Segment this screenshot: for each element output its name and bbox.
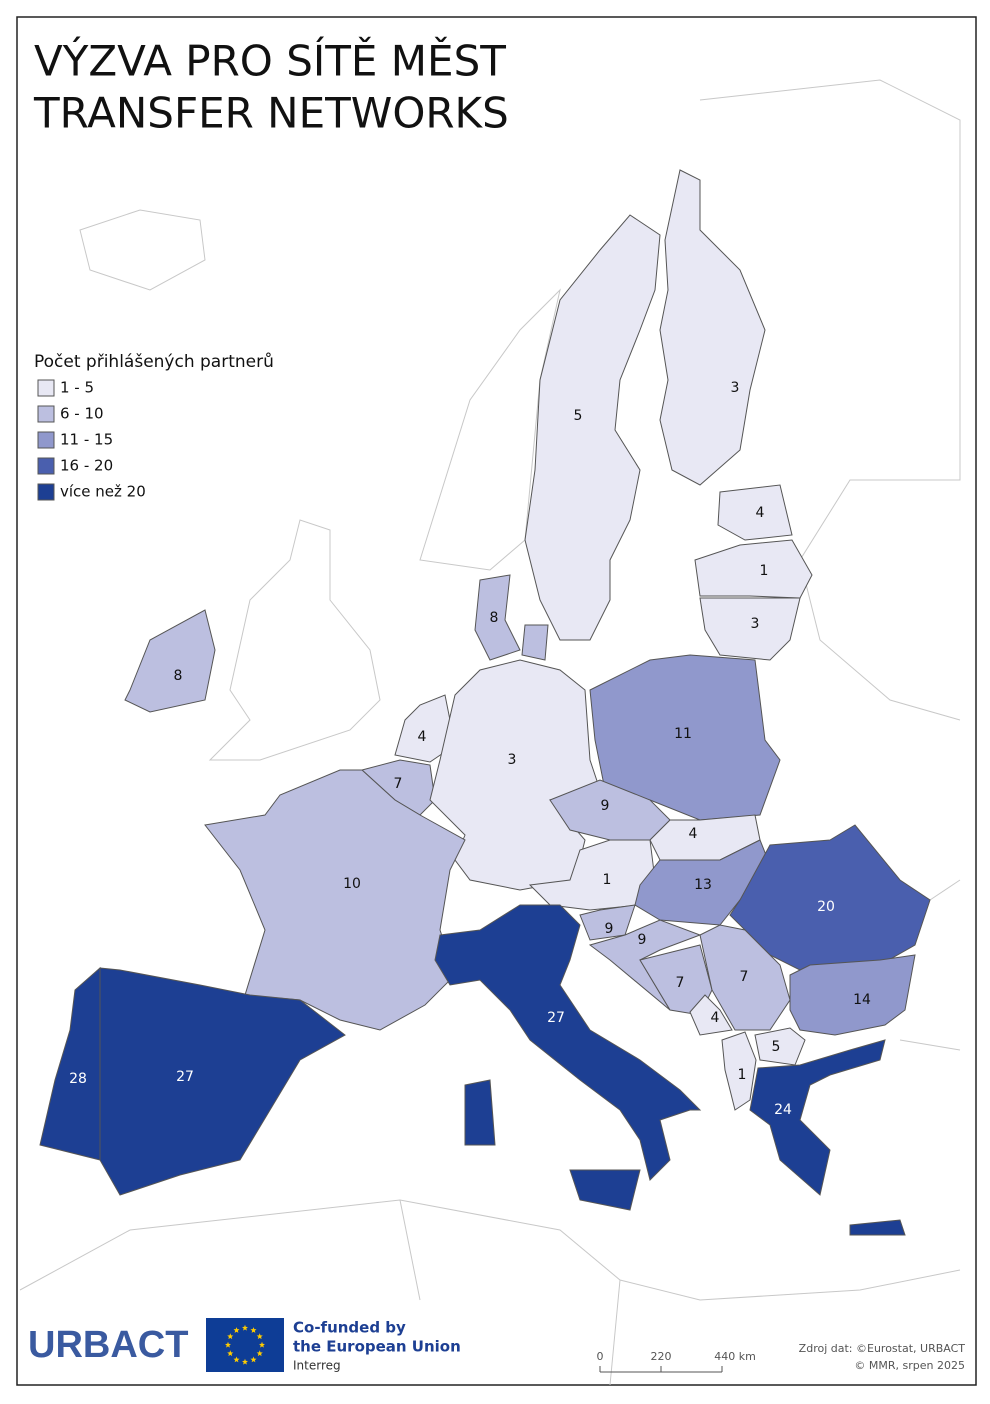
- eu-star: [225, 1341, 231, 1348]
- eu-star: [242, 1358, 248, 1365]
- region-value-label: 8: [490, 610, 499, 626]
- legend-swatch: [37, 379, 55, 397]
- eu-star: [250, 1356, 257, 1363]
- region: [749, 1039, 906, 1236]
- title-line: VÝZVA PRO SÍTĚ MĚST: [34, 36, 506, 86]
- scale-label: 0: [597, 1350, 604, 1363]
- region-value-label: 1: [738, 1067, 747, 1083]
- eu-star: [259, 1341, 265, 1348]
- region: [434, 904, 702, 1211]
- region-value-label: 8: [174, 668, 183, 684]
- region-value-label: 9: [601, 798, 610, 814]
- region-value-label: 24: [774, 1102, 792, 1118]
- region-value-label: 13: [694, 877, 712, 893]
- scale-label: 220: [651, 1350, 672, 1363]
- legend-swatch: [37, 483, 55, 501]
- region: [99, 967, 346, 1196]
- region: [474, 574, 549, 661]
- eu-star: [227, 1350, 234, 1357]
- region: [694, 539, 813, 599]
- title-line: TRANSFER NETWORKS: [33, 89, 509, 138]
- legend-swatch: [37, 457, 55, 475]
- region: [528, 839, 656, 911]
- region-value-label: 4: [418, 729, 427, 745]
- eu-text: the European Union: [293, 1338, 461, 1356]
- source-text: Zdroj dat: ©Eurostat, URBACT: [799, 1342, 966, 1355]
- legend-label: 6 - 10: [60, 405, 104, 423]
- legend-label: 1 - 5: [60, 379, 94, 397]
- region-value-label: 11: [674, 726, 692, 742]
- interreg-text: Interreg: [293, 1359, 341, 1373]
- region-value-label: 4: [689, 826, 698, 842]
- eu-stars: [225, 1324, 265, 1365]
- region: [689, 994, 733, 1036]
- eu-star: [256, 1350, 263, 1357]
- region-value-label: 4: [756, 505, 765, 521]
- region-value-label: 10: [343, 876, 361, 892]
- region: [39, 966, 101, 1161]
- background-coastlines: [19, 79, 961, 1386]
- legend-label: více než 20: [60, 483, 146, 501]
- region-value-label: 1: [603, 872, 612, 888]
- region-value-label: 3: [508, 752, 517, 768]
- region-value-label: 27: [547, 1010, 565, 1026]
- eu-text: Co-funded by: [293, 1319, 406, 1337]
- region: [579, 904, 636, 941]
- legend-swatch: [37, 405, 55, 423]
- region: [659, 169, 766, 486]
- region: [717, 484, 793, 541]
- region: [429, 659, 601, 891]
- region-value-label: 9: [638, 932, 647, 948]
- region: [524, 214, 661, 641]
- urbact-logo: URBACT: [28, 1324, 188, 1366]
- eu-star: [233, 1356, 240, 1363]
- eu-star: [233, 1327, 240, 1333]
- eu-star: [250, 1327, 257, 1333]
- region-value-label: 7: [676, 975, 685, 991]
- region-value-label: 5: [574, 408, 583, 424]
- scale-label: 440 km: [714, 1350, 756, 1363]
- region: [124, 609, 216, 713]
- region-value-label: 5: [772, 1039, 781, 1055]
- legend-label: 16 - 20: [60, 457, 113, 475]
- legend-label: 11 - 15: [60, 431, 113, 449]
- region: [699, 597, 801, 661]
- region: [588, 919, 702, 1011]
- region-value-label: 28: [69, 1071, 87, 1087]
- source-text: © MMR, srpen 2025: [854, 1359, 965, 1372]
- region-value-label: 14: [853, 992, 871, 1008]
- region-value-label: 1: [760, 563, 769, 579]
- region-value-label: 7: [740, 969, 749, 985]
- region-value-label: 3: [751, 616, 760, 632]
- region-value-label: 27: [176, 1069, 194, 1085]
- region-value-label: 9: [605, 921, 614, 937]
- eu-star: [256, 1333, 263, 1340]
- legend-swatch: [37, 431, 55, 449]
- region-value-label: 7: [394, 776, 403, 792]
- legend-title: Počet přihlášených partnerů: [34, 352, 274, 372]
- legend: 1 - 5 6 - 10 11 - 15 16 - 20 více než 20: [37, 379, 146, 501]
- region-value-label: 20: [817, 899, 835, 915]
- eu-star: [227, 1333, 234, 1340]
- region-value-label: 4: [711, 1010, 720, 1026]
- region: [754, 1027, 806, 1066]
- scale-bar: 0 220 440 km: [597, 1350, 756, 1373]
- region-value-label: 3: [731, 380, 740, 396]
- eu-star: [242, 1324, 248, 1331]
- region: [789, 954, 916, 1036]
- region: [721, 1031, 757, 1111]
